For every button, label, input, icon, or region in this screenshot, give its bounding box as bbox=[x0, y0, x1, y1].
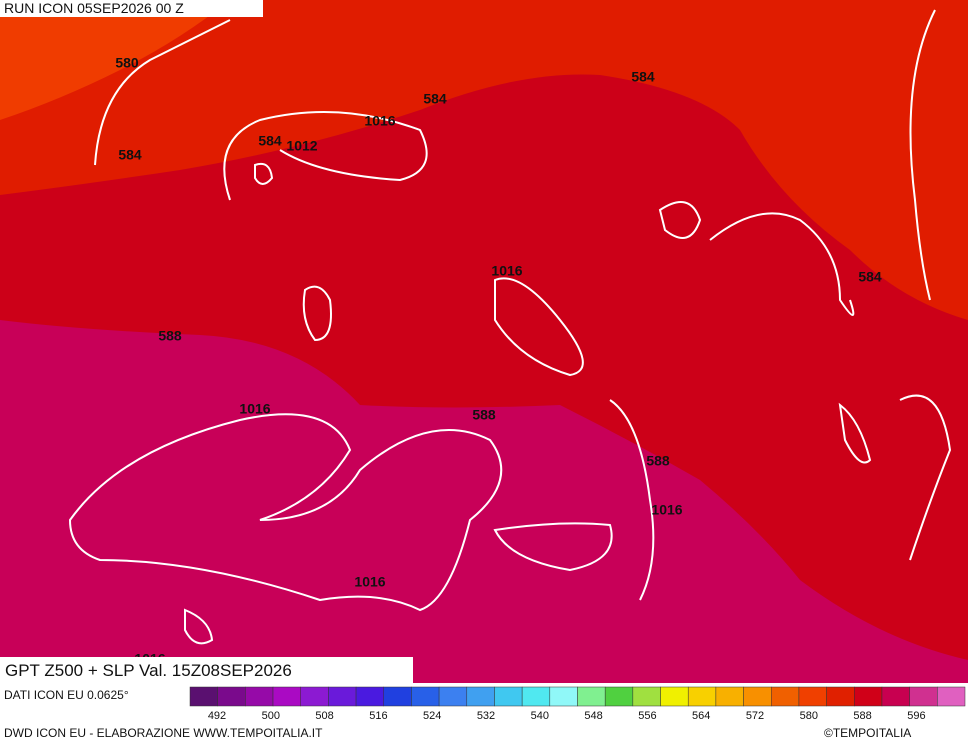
contour-label: 580 bbox=[115, 55, 139, 71]
colorbar-label: 508 bbox=[315, 710, 333, 722]
colorbar-label: 492 bbox=[208, 710, 226, 722]
isobars bbox=[68, 9, 952, 645]
colorbar-swatch bbox=[383, 686, 412, 707]
colorbar-swatch bbox=[549, 686, 578, 707]
contour-label: 584 bbox=[258, 133, 282, 149]
colorbar-swatch bbox=[687, 686, 717, 707]
colorbar-swatch bbox=[909, 686, 938, 707]
colorbar-swatch bbox=[798, 686, 827, 707]
colorbar-swatch bbox=[355, 686, 385, 707]
header-box bbox=[0, 0, 263, 17]
credit: DWD ICON EU - ELABORAZIONE WWW.TEMPOITAL… bbox=[4, 726, 323, 740]
contour-label: 1016 bbox=[364, 113, 395, 129]
region-572 bbox=[0, 0, 230, 120]
colorbar-swatch bbox=[660, 686, 689, 707]
contour-label: 584 bbox=[858, 269, 882, 285]
contour-label: 588 bbox=[472, 407, 496, 423]
colorbar-swatch bbox=[937, 686, 966, 707]
colorbar: 492 500 508 516 524 532 540 548 556 564 572 580 588 5… bbox=[189, 686, 966, 722]
colorbar-swatch bbox=[771, 686, 800, 707]
colorbar-swatch bbox=[189, 686, 218, 707]
colorbar-label: 588 bbox=[853, 710, 871, 722]
colorbar-label: 540 bbox=[531, 710, 549, 722]
colorbar-swatch bbox=[826, 686, 855, 707]
colorbar-label: 580 bbox=[800, 710, 818, 722]
colorbar-swatch bbox=[466, 686, 495, 707]
data-source: DATI ICON EU 0.0625° bbox=[4, 688, 129, 702]
colorbar-label: 548 bbox=[584, 710, 602, 722]
run-label: RUN ICON 05SEP2026 00 Z bbox=[4, 0, 184, 16]
colorbar-label: 596 bbox=[907, 710, 925, 722]
contour-label: 584 bbox=[118, 147, 142, 163]
colorbar-swatch bbox=[438, 686, 468, 707]
colorbar-swatch bbox=[604, 686, 634, 707]
contour-label: 1016 bbox=[354, 574, 385, 590]
contour-label: 1012 bbox=[286, 138, 317, 154]
colorbar-swatch bbox=[272, 686, 301, 707]
region-588 bbox=[0, 320, 968, 683]
colorbar-swatch bbox=[577, 686, 606, 707]
colorbar-label: 556 bbox=[638, 710, 656, 722]
copyright: ©TEMPOITALIA bbox=[824, 726, 911, 740]
colorbar-swatch bbox=[245, 686, 274, 707]
contour-label: 588 bbox=[646, 453, 670, 469]
colorbar-swatch bbox=[521, 686, 551, 707]
colorbar-swatch bbox=[300, 686, 329, 707]
contour-label: 584 bbox=[631, 69, 655, 85]
map-title: GPT Z500 + SLP Val. 15Z08SEP2026 bbox=[5, 661, 292, 680]
colorbar-swatch bbox=[217, 686, 246, 707]
contour-label: 588 bbox=[158, 328, 182, 344]
contour-label: 1016 bbox=[651, 502, 682, 518]
region-576 bbox=[0, 0, 968, 320]
colorbar-label: 516 bbox=[369, 710, 387, 722]
colorbar-swatch bbox=[328, 686, 357, 707]
colorbar-swatch bbox=[494, 686, 523, 707]
map: 580 584 584 584 584 1016 1012 1016 588 588 588 1016… bbox=[0, 0, 968, 683]
colorbar-label: 500 bbox=[262, 710, 280, 722]
contour-label: 584 bbox=[423, 91, 447, 107]
colorbar-swatch bbox=[411, 686, 440, 707]
contour-label: 1016 bbox=[239, 401, 270, 417]
colorbar-swatch bbox=[881, 686, 910, 707]
colorbar-swatch bbox=[715, 686, 744, 707]
title-box bbox=[0, 657, 413, 683]
colorbar-swatch bbox=[632, 686, 661, 707]
colorbar-label: 524 bbox=[423, 710, 441, 722]
colorbar-label: 532 bbox=[477, 710, 495, 722]
colorbar-label: 572 bbox=[746, 710, 764, 722]
colorbar-swatch bbox=[854, 686, 883, 707]
colorbar-label: 564 bbox=[692, 710, 710, 722]
colorbar-swatch bbox=[743, 686, 772, 707]
contour-label: 1016 bbox=[491, 263, 522, 279]
